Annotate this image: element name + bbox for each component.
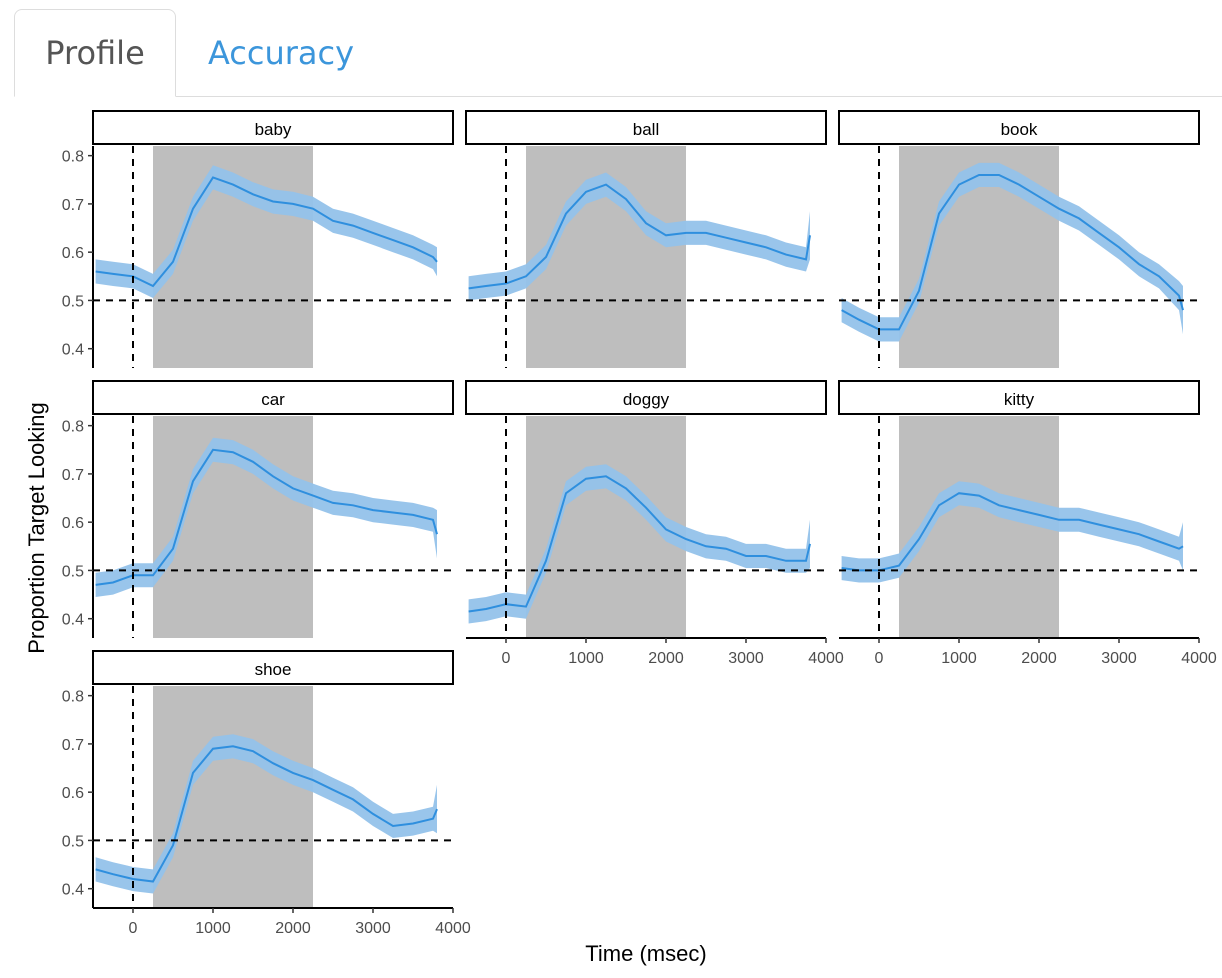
- confidence-ribbon: [841, 481, 1183, 583]
- series-line: [468, 475, 811, 613]
- facet-panel-book: book: [838, 110, 1200, 368]
- facet-strip: [838, 110, 1200, 145]
- y-tick-label: 0.7: [62, 197, 84, 214]
- y-tick-label: 0.6: [62, 785, 84, 802]
- series-line: [841, 174, 1184, 331]
- x-tick-label: 4000: [808, 650, 844, 667]
- facet-strip-label: ball: [633, 120, 659, 139]
- confidence-ribbon: [468, 464, 810, 624]
- x-axis: 0 1000 2000 3000 4000: [839, 637, 1217, 667]
- facet-strip: [465, 110, 827, 145]
- x-tick-label: 3000: [1101, 650, 1137, 667]
- facet-panel-ball: ball: [465, 110, 827, 368]
- x-tick-label: 4000: [1181, 650, 1217, 667]
- x-tick-label: 0: [129, 920, 138, 937]
- facet-panel-baby: baby 0.4 0.5 0.6 0.7 0.8: [62, 110, 454, 368]
- facet-strip: [92, 110, 454, 145]
- x-axis-title: Time (msec): [585, 941, 706, 966]
- facet-strip: [838, 380, 1200, 415]
- tab-accuracy[interactable]: Accuracy: [207, 34, 355, 72]
- y-tick-label: 0.7: [62, 737, 84, 754]
- x-tick-label: 2000: [1021, 650, 1057, 667]
- facet-strip-label: shoe: [255, 660, 292, 679]
- facet-strip-label: kitty: [1004, 390, 1035, 409]
- y-tick-label: 0.6: [62, 515, 84, 532]
- confidence-ribbon: [841, 162, 1183, 342]
- x-tick-label: 1000: [568, 650, 604, 667]
- confidence-ribbon: [95, 437, 437, 597]
- x-axis: 0 1000 2000 3000 4000: [93, 907, 471, 937]
- y-tick-label: 0.4: [62, 882, 84, 899]
- y-tick-label: 0.5: [62, 293, 84, 310]
- series-line: [468, 183, 811, 290]
- x-tick-label: 1000: [941, 650, 977, 667]
- x-tick-label: 3000: [728, 650, 764, 667]
- y-tick-label: 0.5: [62, 833, 84, 850]
- y-tick-label: 0.5: [62, 563, 84, 580]
- y-tick-label: 0.4: [62, 612, 84, 629]
- x-tick-label: 4000: [435, 920, 471, 937]
- y-tick-label: 0.6: [62, 245, 84, 262]
- facet-strip-label: baby: [255, 120, 292, 139]
- x-tick-label: 3000: [355, 920, 391, 937]
- facet-strip-label: book: [1001, 120, 1038, 139]
- y-tick-label: 0.8: [62, 689, 84, 706]
- x-tick-label: 0: [875, 650, 884, 667]
- y-tick-label: 0.8: [62, 149, 84, 166]
- x-tick-label: 1000: [195, 920, 231, 937]
- series-line: [95, 745, 438, 883]
- tab-bar-divider: [14, 96, 1222, 97]
- y-tick-label: 0.7: [62, 467, 84, 484]
- facet-strip-label: doggy: [623, 390, 670, 409]
- x-axis: 0 1000 2000 3000 4000: [466, 637, 844, 667]
- facet-panel-doggy: doggy: [465, 380, 827, 638]
- x-tick-label: 2000: [648, 650, 684, 667]
- facet-strip-label: car: [261, 390, 285, 409]
- y-tick-label: 0.4: [62, 342, 84, 359]
- facet-panel-car: car 0.4 0.5 0.6 0.7 0.8: [62, 380, 454, 638]
- x-tick-label: 2000: [275, 920, 311, 937]
- tab-bar: Profile Accuracy: [0, 0, 1222, 98]
- series-line: [95, 176, 438, 288]
- facet-strip: [92, 650, 454, 685]
- confidence-ribbon: [468, 172, 810, 301]
- series-line: [95, 448, 438, 586]
- tab-profile[interactable]: Profile: [14, 9, 176, 97]
- x-tick-label: 0: [502, 650, 511, 667]
- y-axis-title: Proportion Target Looking: [24, 402, 49, 654]
- series-line: [841, 492, 1184, 572]
- analysis-window: [153, 686, 313, 908]
- facet-panel-kitty: kitty: [838, 380, 1200, 638]
- facet-strip: [92, 380, 454, 415]
- facet-panel-shoe: shoe 0.4 0.5 0.6 0.7 0.8: [62, 650, 454, 908]
- y-tick-label: 0.8: [62, 419, 84, 436]
- facet-strip: [465, 380, 827, 415]
